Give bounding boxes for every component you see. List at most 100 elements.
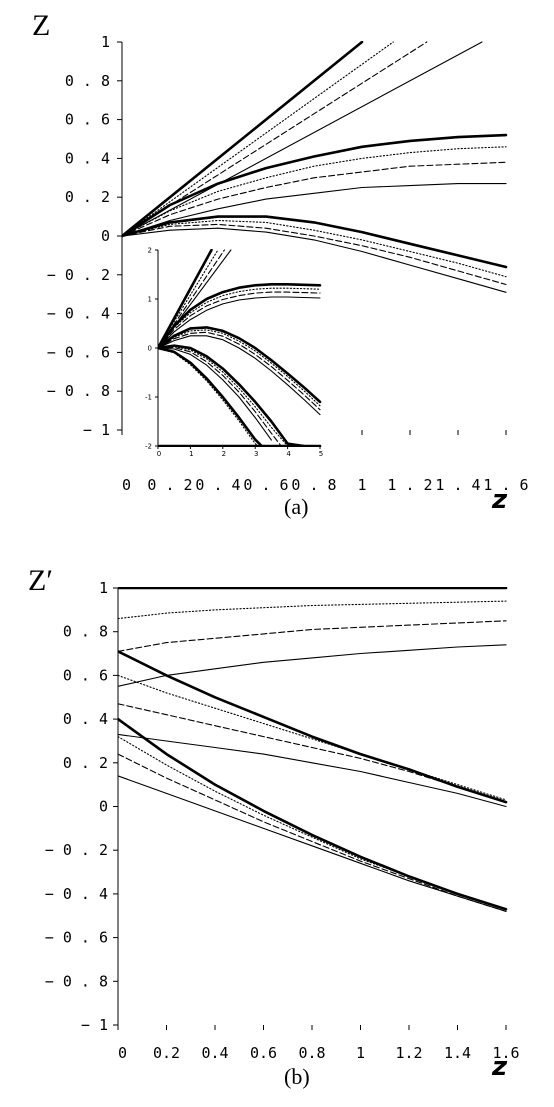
y-tick-label-b: 0 . 8 (63, 623, 108, 641)
series-line-b-9 (118, 736, 507, 910)
panel-b-x-ticks: 0 0.2 0.4 0.6 0.8 1 1.2 1.4 1.6 (117, 1025, 520, 1062)
x-tick-label-a-inset: 2 (222, 450, 226, 458)
y-tick-label-a-inset: 1 (148, 296, 152, 304)
y-tick-label-a: 0 . 8 (65, 72, 110, 90)
series-line-b-1 (118, 600, 507, 620)
series-line-a-9 (122, 219, 507, 278)
y-tick-label-a-inset: 0 (148, 345, 152, 353)
series-line-a-inset-6 (158, 291, 321, 349)
series-line-a-0 (122, 41, 364, 238)
series-line-a-inset-13 (158, 345, 289, 447)
x-tick-label-a: 1 . 6 (483, 476, 528, 494)
series-line-a-6 (122, 161, 507, 237)
y-tick-label-b: − 0 . 6 (45, 929, 108, 947)
x-tick-label-b: 1 (356, 1044, 365, 1062)
inset-curves (158, 249, 322, 447)
panel-a-y-title: Z (32, 9, 50, 42)
panel-b-y-title: Z′ (28, 564, 53, 597)
panel-b-curves (118, 587, 508, 912)
x-tick-label-a: 1 . 2 (387, 476, 432, 494)
series-line-a-4 (122, 133, 508, 238)
y-tick-label-b: − 0 . 4 (45, 885, 108, 903)
series-line-b-11 (118, 775, 507, 912)
panel-a-caption: (a) (284, 494, 308, 519)
series-line-b-6 (118, 703, 507, 803)
y-tick-label-a: − 0 . 6 (47, 343, 110, 361)
series-line-a-inset-10 (158, 331, 321, 411)
x-tick-label-a: 0 . 8 (291, 476, 336, 494)
y-tick-label-b: 0 . 2 (63, 754, 108, 772)
panel-b-caption: (b) (284, 1064, 310, 1089)
series-line-a-8 (122, 215, 508, 269)
x-tick-label-a: 0 . 2 (147, 476, 192, 494)
x-tick-label-b: 1.6 (492, 1044, 519, 1062)
panel-a-curves (122, 41, 508, 293)
series-line-b-3 (118, 644, 507, 687)
series-line-a-inset-15 (158, 347, 272, 441)
y-tick-label-b: 0 . 4 (63, 710, 108, 728)
series-line-a-inset-7 (158, 296, 321, 349)
y-tick-label-b: 1 (99, 579, 108, 597)
x-tick-label-a-inset: 4 (286, 450, 291, 458)
y-tick-label-a-inset: -1 (145, 394, 152, 402)
x-tick-label-a-inset: 1 (189, 450, 193, 458)
series-line-a-inset-12 (158, 344, 306, 447)
x-tick-label-b: 0 (118, 1044, 127, 1062)
panel-a: 10 . 80 . 60 . 40 . 20− 0 . 2− 0 . 4− 0 … (32, 9, 529, 519)
x-tick-label-a-inset: 0 (157, 450, 161, 458)
panel-b: 1 0 . 8 0 . 6 0 . 4 0 . 2 0 − 0 . 2 − 0 . 4 − 0 … (28, 564, 520, 1089)
series-line-b-4 (118, 650, 508, 804)
y-tick-label-a: 0 . 6 (65, 111, 110, 129)
x-tick-label-b: 0.6 (250, 1044, 277, 1062)
series-line-a-inset-9 (158, 329, 321, 407)
series-line-a-inset-17 (158, 347, 259, 447)
series-line-a-inset-4 (158, 282, 322, 350)
series-line-a-11 (122, 227, 507, 293)
series-line-a-3 (122, 41, 483, 237)
y-tick-label-b: − 0 . 2 (45, 841, 108, 859)
series-line-a-inset-1 (158, 249, 219, 349)
x-tick-label-a: 0 (122, 476, 131, 494)
y-tick-label-b: − 0 . 8 (45, 972, 108, 990)
series-line-a-5 (122, 146, 507, 237)
y-tick-label-a: − 0 . 8 (47, 382, 110, 400)
y-tick-label-a: − 1 (83, 421, 110, 439)
y-tick-label-a: − 0 . 4 (47, 305, 110, 323)
x-tick-label-b: 0.4 (201, 1044, 228, 1062)
series-line-a-inset-8 (158, 326, 322, 404)
y-tick-label-a: 0 (101, 227, 110, 245)
series-line-a-inset-0 (158, 249, 213, 350)
x-tick-label-a: 1 (357, 476, 366, 494)
y-tick-label-a: 0 . 4 (65, 149, 110, 167)
series-line-a-inset-14 (158, 346, 282, 447)
x-tick-label-b: 0.8 (298, 1044, 325, 1062)
x-tick-label-a: 0 . 6 (243, 476, 288, 494)
inset-x-ticks: 0 1 2 3 4 5 (157, 446, 323, 458)
series-line-a-7 (122, 183, 507, 237)
y-tick-label-a-inset: -2 (145, 443, 152, 451)
y-tick-label-a: − 0 . 2 (47, 266, 110, 284)
series-line-a-inset-16 (158, 346, 264, 447)
x-tick-label-a-inset: 5 (319, 450, 323, 458)
panel-b-x-title: z (491, 1052, 508, 1082)
x-tick-label-a-inset: 3 (254, 450, 258, 458)
panel-a-inset: 2 1 0 -1 -2 0 1 2 3 4 5 (145, 247, 323, 459)
series-line-b-7 (118, 733, 507, 808)
series-line-a-10 (122, 223, 507, 286)
x-tick-label-b: 1.2 (395, 1044, 422, 1062)
y-tick-label-a: 0 . 2 (65, 188, 110, 206)
series-line-a-inset-11 (158, 335, 321, 416)
y-tick-label-b: 0 . 6 (63, 666, 108, 684)
series-line-b-5 (118, 674, 507, 801)
x-tick-label-a: 1 . 4 (435, 476, 480, 494)
series-line-b-2 (118, 620, 507, 652)
y-tick-label-b: 0 (99, 798, 108, 816)
panel-a-x-title: z (491, 485, 508, 515)
series-line-a-1 (122, 41, 394, 237)
series-line-a-inset-5 (158, 287, 321, 349)
series-line-b-10 (118, 753, 507, 912)
x-tick-label-a: 0 . 4 (195, 476, 240, 494)
inset-y-ticks: 2 1 0 -1 -2 (145, 247, 158, 451)
